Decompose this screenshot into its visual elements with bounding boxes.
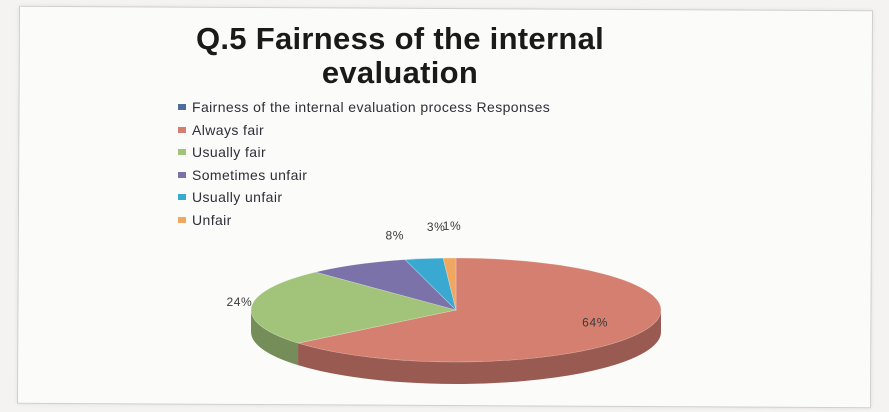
- chart-legend: Fairness of the internal evaluation proc…: [178, 96, 550, 231]
- legend-item: Unfair: [178, 209, 550, 232]
- legend-swatch: [178, 216, 186, 223]
- legend-item: Always fair: [178, 119, 550, 142]
- legend-label: Sometimes unfair: [192, 166, 308, 183]
- legend-item-series: Fairness of the internal evaluation proc…: [178, 96, 550, 119]
- legend-swatch-series: [178, 104, 186, 111]
- pie-slice: [315, 259, 458, 311]
- pie-data-label: 24%: [226, 295, 252, 309]
- pie-slice: [250, 271, 457, 344]
- legend-label-series: Fairness of the internal evaluation proc…: [192, 99, 551, 116]
- legend-label: Always fair: [192, 121, 265, 138]
- legend-swatch: [178, 149, 186, 156]
- legend-swatch: [178, 194, 186, 201]
- pie-slice: [404, 257, 457, 311]
- legend-item: Usually fair: [178, 141, 550, 164]
- legend-swatch: [178, 171, 186, 178]
- pie-data-label: 8%: [386, 229, 405, 243]
- pie-slice-side: [251, 310, 299, 366]
- pie-slice: [297, 257, 662, 363]
- pie-data-label: 3%: [427, 220, 446, 234]
- chart-title: Q.5 Fairness of the internal evaluation: [195, 21, 605, 90]
- legend-swatch: [178, 126, 186, 133]
- legend-label: Unfair: [192, 211, 232, 228]
- pie-data-label: 1%: [443, 219, 462, 233]
- pie-slice: [442, 257, 457, 311]
- legend-item: Usually unfair: [178, 186, 550, 209]
- legend-item: Sometimes unfair: [178, 164, 550, 187]
- pie-slice-side: [298, 310, 661, 385]
- pie-data-label: 64%: [582, 316, 608, 330]
- legend-label: Usually unfair: [192, 189, 283, 206]
- legend-label: Usually fair: [192, 144, 267, 161]
